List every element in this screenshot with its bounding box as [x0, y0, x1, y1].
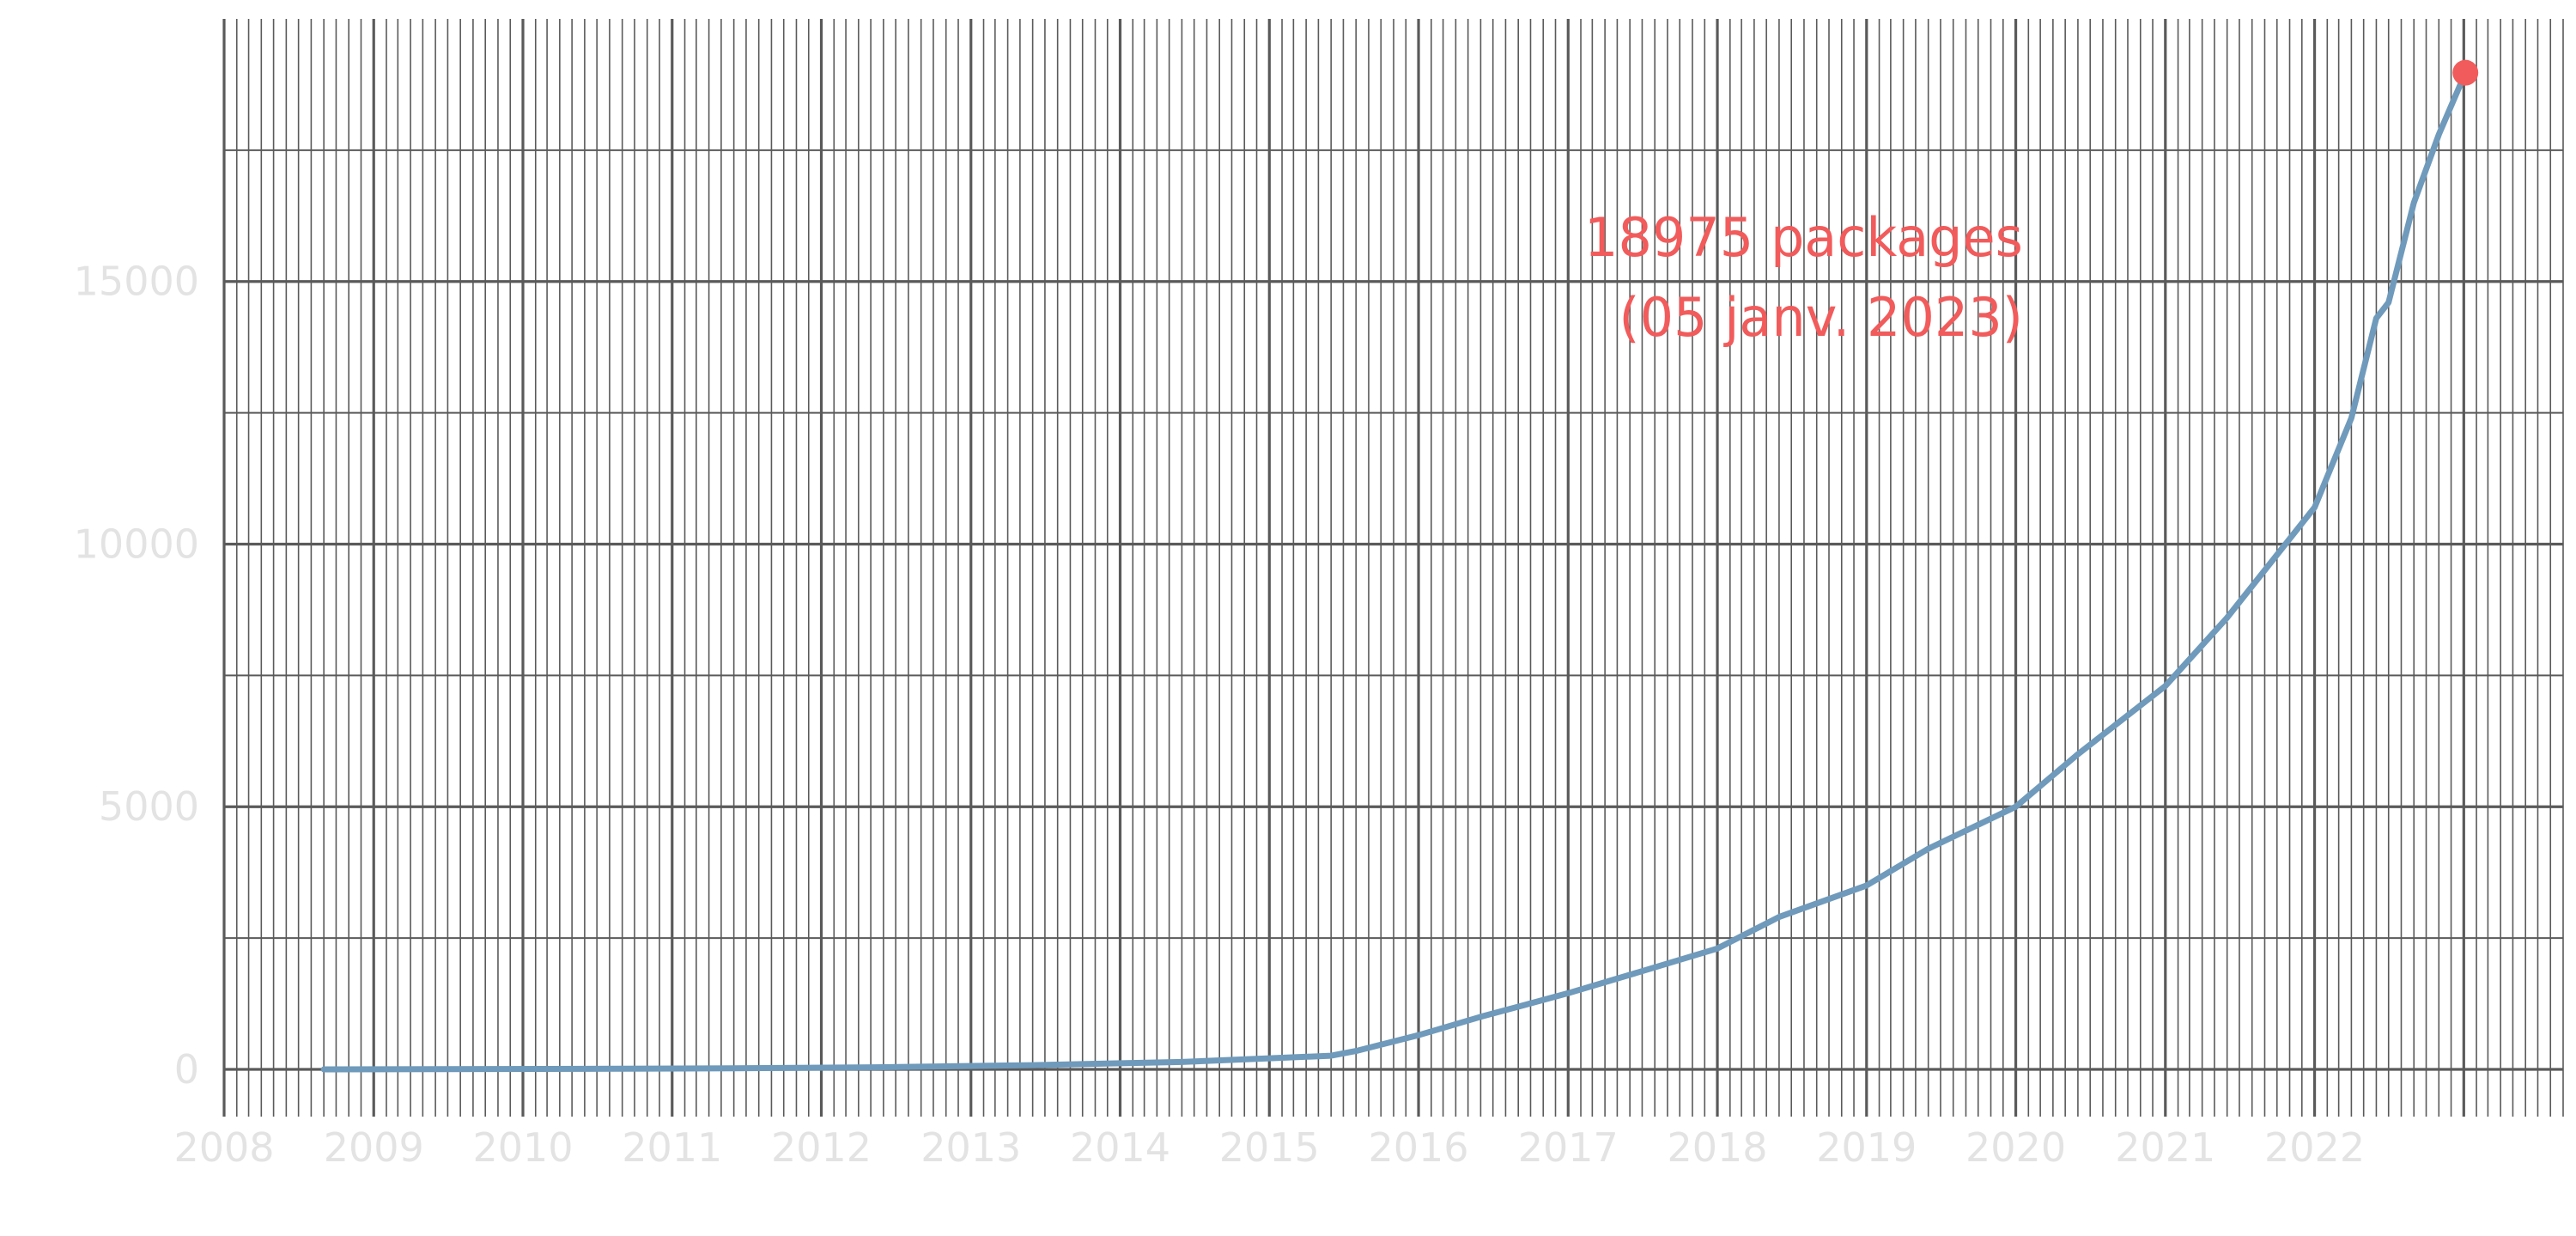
y-tick-label: 0 [174, 1046, 199, 1093]
x-tick-label: 2019 [1816, 1124, 1917, 1171]
series-line [320, 70, 2469, 1073]
grid-lines [222, 19, 2564, 1117]
x-tick-label: 2020 [1965, 1124, 2066, 1171]
annotation: 18975 packages (05 janv. 2023) [1584, 206, 2023, 349]
x-tick-label: 2022 [2264, 1124, 2365, 1171]
annotation-line-1: 18975 packages [1584, 206, 2023, 269]
x-tick-label: 2016 [1369, 1124, 1469, 1171]
x-tick-label: 2015 [1219, 1124, 1320, 1171]
x-tick-label: 2014 [1070, 1124, 1170, 1171]
y-tick-label: 10000 [74, 521, 199, 567]
axis-tick-labels: 2008 2009 2010 2011 2012 2013 2014 2015 2016 2017… [74, 259, 2365, 1171]
y-tick-label: 15000 [74, 259, 199, 305]
x-tick-label: 2017 [1518, 1124, 1619, 1171]
highlight-point [2452, 59, 2479, 86]
x-tick-label: 2009 [324, 1124, 424, 1171]
y-tick-label: 5000 [99, 783, 199, 830]
annotation-line-2: (05 janv. 2023) [1619, 286, 2023, 349]
series-layer [320, 59, 2479, 1073]
x-tick-label: 2013 [920, 1124, 1021, 1171]
x-tick-label: 2021 [2115, 1124, 2215, 1171]
x-tick-label: 2008 [173, 1124, 274, 1171]
x-tick-label: 2012 [771, 1124, 872, 1171]
x-tick-label: 2010 [472, 1124, 573, 1171]
x-tick-label: 2018 [1667, 1124, 1767, 1171]
x-tick-label: 2011 [622, 1124, 722, 1171]
